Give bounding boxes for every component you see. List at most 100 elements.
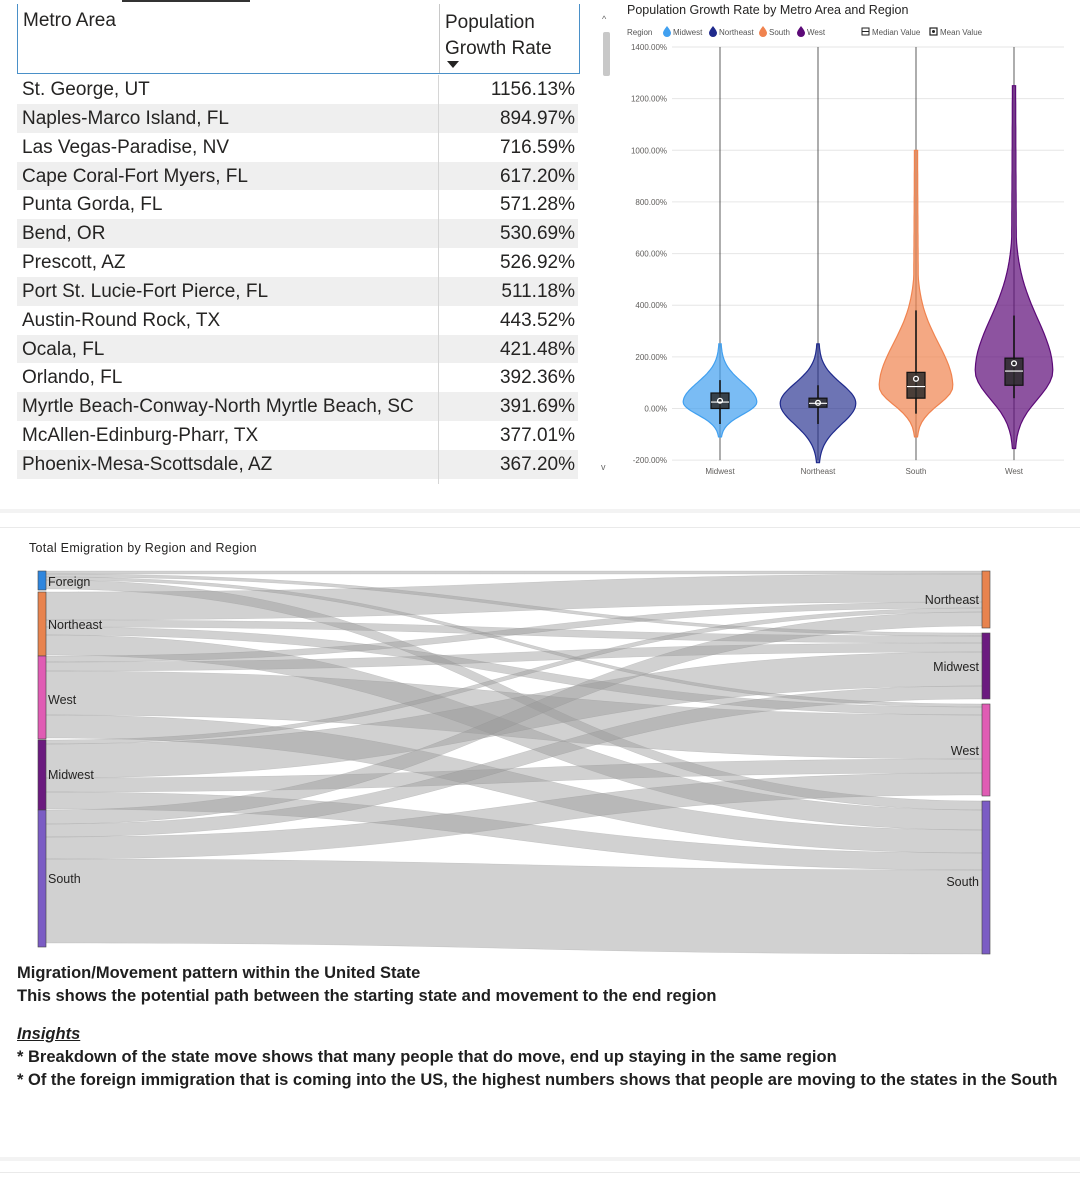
table-row[interactable]: St. George, UT 1156.13% <box>17 75 578 104</box>
metro-area-cell: Ocala, FL <box>22 338 105 360</box>
sankey-link[interactable] <box>45 607 983 745</box>
sankey-link[interactable] <box>45 642 983 672</box>
sankey-nodes <box>37 570 991 955</box>
sankey-source-node[interactable] <box>37 809 47 948</box>
growth-rate-cell: 526.92% <box>499 252 575 274</box>
sankey-target-label: West <box>950 744 979 758</box>
y-tick-label: 0.00% <box>644 405 667 414</box>
sankey-source-label: Foreign <box>48 575 91 589</box>
table-row[interactable]: Port St. Lucie-Fort Pierce, FL 511.18% <box>17 276 578 306</box>
sankey-target-node[interactable] <box>981 800 991 955</box>
table-row[interactable]: Las Vegas-Paradise, NV 716.59% <box>17 133 578 162</box>
sankey-link[interactable] <box>45 858 983 955</box>
sankey-link[interactable] <box>45 670 983 760</box>
y-tick-label: 1400.00% <box>631 43 667 52</box>
legend-region-label: Region <box>627 28 652 37</box>
table-row[interactable]: Cape Coral-Fort Myers, FL 617.20% <box>17 161 578 191</box>
sankey-source-node[interactable] <box>37 739 47 811</box>
column-header-metro-area[interactable]: Metro Area <box>23 10 116 31</box>
sankey-link[interactable] <box>45 634 983 831</box>
sankey-source-label: South <box>48 872 81 886</box>
sankey-source-node[interactable] <box>37 570 47 591</box>
metro-growth-table: Metro Area Population Growth Rate St. Ge… <box>17 4 611 484</box>
y-tick-label: 1200.00% <box>631 95 667 104</box>
sankey-source-node[interactable] <box>37 655 47 740</box>
sankey-link[interactable] <box>45 791 983 871</box>
table-row[interactable]: Prescott, AZ 526.92% <box>17 248 578 277</box>
sankey-link[interactable] <box>45 579 983 811</box>
growth-rate-cell: 530.69% <box>499 223 575 245</box>
sankey-link[interactable] <box>45 651 983 779</box>
column-header-growth-rate-label: Population Growth Rate <box>445 12 552 59</box>
scroll-down-icon[interactable]: v <box>601 462 606 472</box>
table-row[interactable]: Austin-Round Rock, TX 443.52% <box>17 306 578 335</box>
x-tick-label: West <box>1005 467 1024 476</box>
bottom-separator-thin <box>0 1172 1080 1173</box>
growth-rate-cell: 367.20% <box>499 453 575 475</box>
table-row[interactable]: Ocala, FL 421.48% <box>17 334 578 364</box>
legend-midwest-icon <box>663 26 671 37</box>
table-row[interactable]: Punta Gorda, FL 571.28% <box>17 190 578 219</box>
growth-rate-cell: 391.69% <box>499 396 575 418</box>
table-scrollbar[interactable]: ^ v <box>601 10 611 472</box>
metro-area-cell: Prescott, AZ <box>22 252 126 274</box>
bottom-separator <box>0 1157 1080 1161</box>
sankey-link[interactable] <box>45 685 983 838</box>
scroll-up-icon[interactable]: ^ <box>602 14 607 24</box>
sankey-target-label: Midwest <box>933 660 979 674</box>
sankey-link[interactable] <box>45 758 983 793</box>
table-row[interactable]: Bend, OR 530.69% <box>17 219 578 249</box>
metro-area-cell: McAllen-Edinburg-Pharr, TX <box>22 425 259 447</box>
sankey-link[interactable] <box>45 611 983 825</box>
metro-area-cell: Punta Gorda, FL <box>22 194 163 216</box>
sankey-target-node[interactable] <box>981 570 991 629</box>
description-text: Migration/Movement pattern within the Un… <box>17 962 1067 1092</box>
growth-rate-cell: 571.28% <box>499 194 575 216</box>
y-tick-label: 200.00% <box>635 353 667 362</box>
legend-west-icon <box>797 26 805 37</box>
sankey-target-node[interactable] <box>981 703 991 797</box>
legend-northeast-icon <box>709 26 717 37</box>
metro-area-cell: Orlando, FL <box>22 367 123 389</box>
sankey-link[interactable] <box>45 601 983 663</box>
y-tick-label: 1000.00% <box>631 146 667 155</box>
table-row[interactable]: Phoenix-Mesa-Scottsdale, AZ 367.20% <box>17 449 578 479</box>
sankey-source-label: Midwest <box>48 768 94 782</box>
sankey-link[interactable] <box>45 573 983 621</box>
metro-area-cell: St. George, UT <box>22 79 150 100</box>
top-accent-line <box>122 0 250 2</box>
table-row[interactable]: Myrtle Beach-Conway-North Myrtle Beach, … <box>17 392 578 422</box>
sort-descending-icon[interactable] <box>447 61 459 68</box>
sankey-source-node[interactable] <box>37 591 47 657</box>
y-tick-label: 600.00% <box>635 250 667 259</box>
mean-marker-west <box>1010 360 1018 367</box>
sankey-source-label: West <box>48 693 77 707</box>
violin-west[interactable] <box>974 85 1054 450</box>
violin-south[interactable] <box>878 149 954 438</box>
sankey-link[interactable] <box>45 626 983 716</box>
metro-area-cell: Phoenix-Mesa-Scottsdale, AZ <box>22 453 273 475</box>
sankey-target-label: South <box>946 875 979 889</box>
table-row[interactable]: McAllen-Edinburg-Pharr, TX 377.01% <box>17 421 578 450</box>
growth-rate-cell: 716.59% <box>499 136 575 158</box>
sankey-link[interactable] <box>45 576 983 708</box>
sankey-link[interactable] <box>45 714 983 854</box>
x-tick-label: Midwest <box>705 467 735 476</box>
table-row[interactable]: Naples-Marco Island, FL 894.97% <box>17 103 578 133</box>
sankey-link[interactable] <box>45 619 983 644</box>
box-west <box>1004 357 1024 386</box>
sankey-link[interactable] <box>45 772 983 860</box>
violin-chart: Population Growth Rate by Metro Area and… <box>627 3 1064 476</box>
sankey-target-node[interactable] <box>981 632 991 700</box>
sankey-link[interactable] <box>45 570 983 575</box>
section-separator <box>0 509 1080 513</box>
scrollbar-thumb[interactable] <box>603 32 610 76</box>
metro-area-cell: Austin-Round Rock, TX <box>22 309 221 331</box>
table-header: Metro Area Population Growth Rate <box>17 4 580 74</box>
insights-heading: Insights <box>17 1025 81 1043</box>
sankey-link[interactable] <box>45 573 983 637</box>
column-header-growth-rate[interactable]: Population Growth Rate <box>439 4 580 73</box>
table-row[interactable]: Orlando, FL 392.36% <box>17 363 578 392</box>
y-tick-label: -200.00% <box>633 456 667 465</box>
legend-mean-label: Mean Value <box>940 28 983 37</box>
